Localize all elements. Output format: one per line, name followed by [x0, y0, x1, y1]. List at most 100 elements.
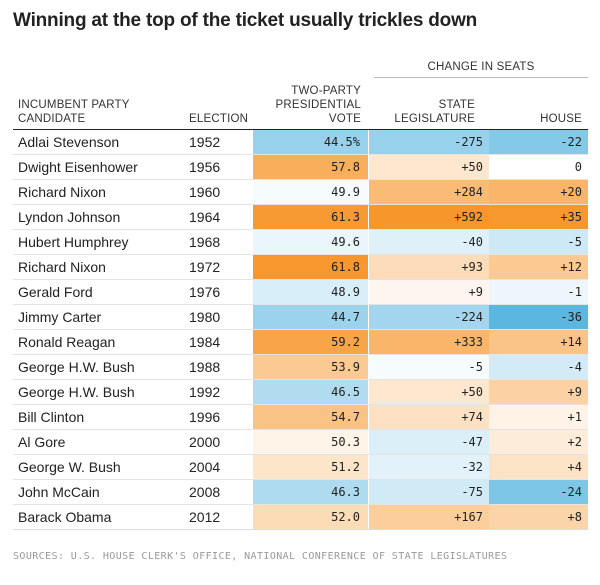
vote-header-line-3: VOTE	[328, 113, 361, 125]
election-cell: 2000	[189, 434, 221, 450]
vote-cell: 48.9	[253, 280, 368, 304]
house-cell: -24	[489, 480, 588, 504]
table-row: Hubert Humphrey 1968 49.6 -40 -5	[13, 230, 588, 255]
table-row: George H.W. Bush 1988 53.9 -5 -4	[13, 355, 588, 380]
house-cell: -1	[489, 280, 588, 304]
election-cell: 1988	[189, 359, 221, 375]
candidate-cell: Al Gore	[18, 434, 66, 450]
vote-cell: 44.7	[253, 305, 368, 329]
state-legislature-cell: +284	[369, 180, 489, 204]
state-legislature-cell: -275	[369, 130, 489, 154]
table-row: Barack Obama 2012 52.0 +167 +8	[13, 505, 588, 530]
candidate-cell: Gerald Ford	[18, 284, 93, 300]
table-row: Richard Nixon 1972 61.8 +93 +12	[13, 255, 588, 280]
house-cell: +14	[489, 330, 588, 354]
chart-title: Winning at the top of the ticket usually…	[13, 10, 478, 31]
election-cell: 1956	[189, 159, 221, 175]
vote-cell: 57.8	[253, 155, 368, 179]
election-cell: 1980	[189, 309, 221, 325]
vote-cell: 51.2	[253, 455, 368, 479]
election-cell: 2008	[189, 484, 221, 500]
house-cell: 0	[489, 155, 588, 179]
state-legislature-cell: +74	[369, 405, 489, 429]
house-cell: -5	[489, 230, 588, 254]
table-row: Adlai Stevenson 1952 44.5% -275 -22	[13, 130, 588, 155]
election-cell: 1964	[189, 209, 221, 225]
house-cell: +4	[489, 455, 588, 479]
candidate-cell: Ronald Reagan	[18, 334, 116, 350]
election-column-header: ELECTION	[189, 113, 249, 125]
vote-cell: 44.5%	[253, 130, 368, 154]
election-cell: 1992	[189, 384, 221, 400]
vote-cell: 49.9	[253, 180, 368, 204]
vote-cell: 61.3	[253, 205, 368, 229]
vote-header-line-1: TWO-PARTY	[291, 85, 361, 97]
state-legislature-cell: -32	[369, 455, 489, 479]
election-cell: 1984	[189, 334, 221, 350]
election-cell: 1972	[189, 259, 221, 275]
house-cell: +35	[489, 205, 588, 229]
vote-cell: 49.6	[253, 230, 368, 254]
election-cell: 2004	[189, 459, 221, 475]
house-cell: -22	[489, 130, 588, 154]
table-row: Gerald Ford 1976 48.9 +9 -1	[13, 280, 588, 305]
table-row: Jimmy Carter 1980 44.7 -224 -36	[13, 305, 588, 330]
state-legislature-cell: +93	[369, 255, 489, 279]
state-legislature-cell: +167	[369, 505, 489, 529]
candidate-cell: John McCain	[18, 484, 100, 500]
candidate-cell: Adlai Stevenson	[18, 134, 120, 150]
house-cell: -36	[489, 305, 588, 329]
vote-column-header: TWO-PARTY PRESIDENTIAL VOTE	[253, 84, 361, 126]
election-cell: 1952	[189, 134, 221, 150]
footer-rule	[13, 529, 588, 530]
table-row: George W. Bush 2004 51.2 -32 +4	[13, 455, 588, 480]
state-legislature-cell: +592	[369, 205, 489, 229]
table-row: Ronald Reagan 1984 59.2 +333 +14	[13, 330, 588, 355]
state-legislature-cell: -75	[369, 480, 489, 504]
table-row: John McCain 2008 46.3 -75 -24	[13, 480, 588, 505]
state-legislature-cell: +50	[369, 155, 489, 179]
table-row: Richard Nixon 1960 49.9 +284 +20	[13, 180, 588, 205]
table-row: Bill Clinton 1996 54.7 +74 +1	[13, 405, 588, 430]
house-cell: +1	[489, 405, 588, 429]
election-cell: 2012	[189, 509, 221, 525]
vote-cell: 59.2	[253, 330, 368, 354]
group-header-rule	[374, 77, 588, 78]
election-cell: 1976	[189, 284, 221, 300]
vote-cell: 46.5	[253, 380, 368, 404]
header-rule	[13, 129, 588, 130]
state-legislature-cell: -47	[369, 430, 489, 454]
candidate-cell: George W. Bush	[18, 459, 121, 475]
candidate-cell: Dwight Eisenhower	[18, 159, 138, 175]
table-row: Dwight Eisenhower 1956 57.8 +50 0	[13, 155, 588, 180]
vote-cell: 50.3	[253, 430, 368, 454]
state-legislature-cell: +9	[369, 280, 489, 304]
election-cell: 1968	[189, 234, 221, 250]
state-header-line-1: STATE	[438, 99, 475, 111]
candidate-cell: Hubert Humphrey	[18, 234, 129, 250]
state-legislature-cell: -40	[369, 230, 489, 254]
house-column-header: HOUSE	[540, 113, 582, 125]
state-legislature-cell: +333	[369, 330, 489, 354]
table-row: Lyndon Johnson 1964 61.3 +592 +35	[13, 205, 588, 230]
state-column-header: STATE LEGISLATURE	[369, 98, 475, 126]
house-cell: +9	[489, 380, 588, 404]
candidate-column-header: INCUMBENT PARTY CANDIDATE	[18, 98, 130, 126]
house-cell: +12	[489, 255, 588, 279]
candidate-cell: George H.W. Bush	[18, 384, 135, 400]
house-cell: -4	[489, 355, 588, 379]
candidate-cell: Jimmy Carter	[18, 309, 102, 325]
state-legislature-cell: +50	[369, 380, 489, 404]
source-note: SOURCES: U.S. HOUSE CLERK'S OFFICE, NATI…	[13, 551, 508, 562]
house-cell: +20	[489, 180, 588, 204]
vote-cell: 53.9	[253, 355, 368, 379]
vote-cell: 52.0	[253, 505, 368, 529]
candidate-header-line-1: INCUMBENT PARTY	[18, 99, 130, 111]
house-cell: +8	[489, 505, 588, 529]
state-header-line-2: LEGISLATURE	[394, 113, 475, 125]
table-row: George H.W. Bush 1992 46.5 +50 +9	[13, 380, 588, 405]
candidate-cell: Barack Obama	[18, 509, 112, 525]
candidate-cell: Richard Nixon	[18, 259, 106, 275]
state-legislature-cell: -5	[369, 355, 489, 379]
election-cell: 1996	[189, 409, 221, 425]
